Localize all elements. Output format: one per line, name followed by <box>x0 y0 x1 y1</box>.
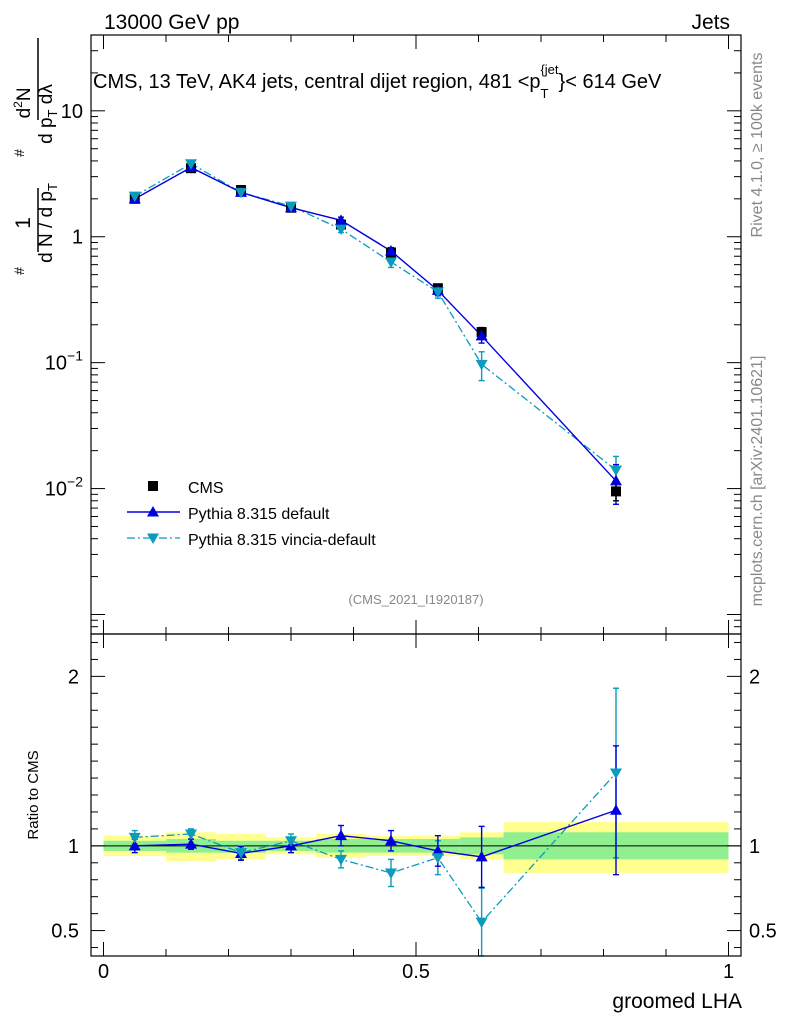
ratio-vincia-point <box>128 832 141 844</box>
legend-label: CMS <box>188 480 224 497</box>
main-axis-ticks <box>91 34 741 956</box>
title-sub: T <box>541 86 549 101</box>
title-sup: {jet <box>540 62 558 77</box>
main-y-tick-label: 10−2 <box>45 474 83 501</box>
vincia-point <box>285 201 297 213</box>
x-tick-label: 1 <box>723 961 734 983</box>
ratio-plot-area <box>91 687 741 957</box>
default-point <box>385 245 397 256</box>
ratio-y-tick-label-left: 0.5 <box>51 921 79 943</box>
rivet-version: Rivet 4.1.0, ≥ 100k events <box>749 53 766 238</box>
main-panel: CMS, 13 TeV, AK4 jets, central dijet reg… <box>90 34 742 635</box>
mcplots-credit: mcplots.cern.ch [arXiv:2401.10621] <box>749 356 766 607</box>
ratio-y-tick-label-left: 1 <box>68 836 79 858</box>
title-main: CMS, 13 TeV, AK4 jets, central dijet reg… <box>93 71 541 93</box>
ratio-default-point <box>385 834 397 846</box>
cms-point <box>611 486 621 497</box>
main-y-axis-label: # 1 d N / d pT # d2N d pT dλ <box>6 38 62 275</box>
main-title: CMS, 13 TeV, AK4 jets, central dijet reg… <box>93 62 662 101</box>
ratio-default-point <box>128 839 141 851</box>
ratio-y-tick-label-right: 1 <box>749 836 760 858</box>
ratio-default-point <box>475 850 488 862</box>
x-axis-label: groomed LHA <box>612 990 742 1013</box>
legend-cms-marker <box>148 481 158 491</box>
ratio-vincia-point <box>475 917 488 929</box>
header-category: Jets <box>691 11 730 34</box>
vincia-point <box>235 187 247 199</box>
legend-label: Pythia 8.315 vincia-default <box>188 532 376 549</box>
vincia-point <box>475 359 488 371</box>
ratio-y-tick-label-right: 0.5 <box>749 921 777 943</box>
ratio-vincia-point <box>185 829 197 840</box>
main-y-tick-label: 1 <box>72 227 83 249</box>
ratio-vincia-point <box>235 848 247 859</box>
legend-default-marker <box>147 506 159 517</box>
vincia-point <box>185 159 197 170</box>
main-y-tick-label: 10−1 <box>45 348 83 375</box>
vincia-point <box>128 191 141 203</box>
ratio-vincia-point <box>431 853 444 864</box>
ratio-panel <box>90 633 742 957</box>
vincia-point <box>431 287 444 298</box>
ratio-default-point <box>185 838 197 849</box>
ratio-default-point <box>610 804 622 815</box>
main-y-tick-label: 10 <box>61 101 83 123</box>
default-point <box>335 214 347 225</box>
ratio-vincia-point <box>285 836 297 847</box>
title-end: }< 614 GeV <box>559 71 663 93</box>
default-point <box>610 474 622 486</box>
main-plot-area <box>128 159 622 506</box>
header-energy: 13000 GeV pp <box>104 11 239 34</box>
legend: CMS Pythia 8.315 default Pythia 8.315 vinc… <box>127 480 376 549</box>
ratio-default-point <box>335 829 347 841</box>
vincia-line <box>134 162 617 471</box>
legend-label: Pythia 8.315 default <box>188 506 330 523</box>
default-line <box>134 166 617 482</box>
y-label-formula: # 1 d N / d pT # d2N d pT dλ <box>6 82 62 275</box>
analysis-watermark: (CMS_2021_I1920187) <box>348 592 483 607</box>
ratio-vincia-point <box>335 854 347 866</box>
x-tick-label: 0.5 <box>402 961 430 983</box>
x-tick-label: 0 <box>98 961 109 983</box>
vincia-point <box>610 465 622 477</box>
ratio-y-tick-label-left: 2 <box>68 666 79 688</box>
ratio-frame <box>90 633 742 957</box>
default-point <box>475 329 488 341</box>
ratio-default-point <box>431 844 444 856</box>
ratio-vincia-point <box>385 868 397 879</box>
vincia-point <box>335 224 347 236</box>
ratio-vincia-point <box>610 768 622 779</box>
vincia-point <box>385 257 397 268</box>
ratio-y-label: Ratio to CMS <box>25 750 42 839</box>
legend-vincia-marker <box>147 533 159 544</box>
ratio-y-tick-label-right: 2 <box>749 666 760 688</box>
